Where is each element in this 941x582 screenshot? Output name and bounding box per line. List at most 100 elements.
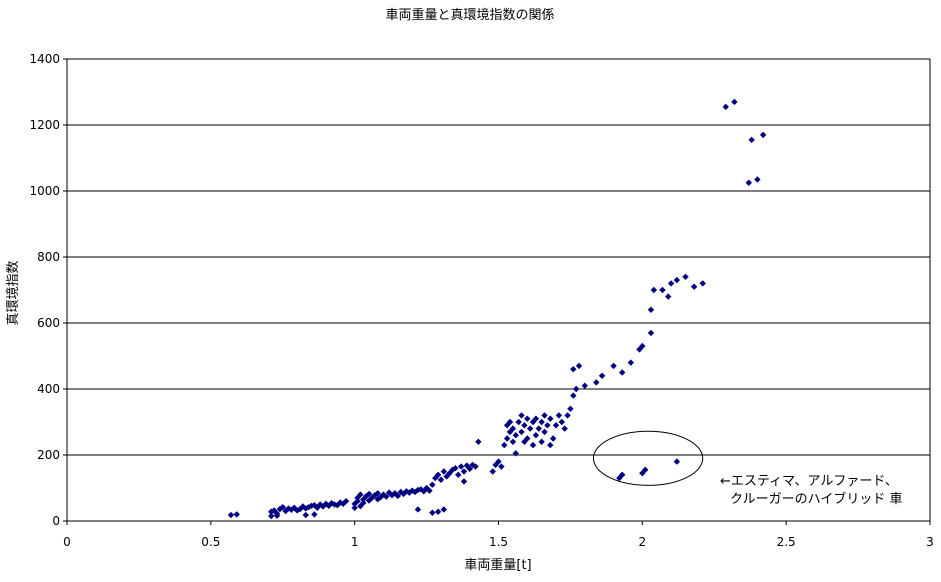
data-point <box>351 504 358 511</box>
data-point <box>538 418 545 426</box>
data-point <box>515 418 522 426</box>
data-point <box>647 329 655 337</box>
annotation-ellipse <box>592 430 704 486</box>
data-point <box>529 441 537 449</box>
y-axis-label: 真環境指数 <box>6 260 21 325</box>
data-point <box>552 422 560 429</box>
data-point <box>460 468 468 475</box>
x-tick-label: 2.5 <box>777 535 796 549</box>
data-point <box>489 468 496 475</box>
data-point <box>547 415 554 422</box>
data-point <box>581 382 588 389</box>
x-tick-label: 2 <box>639 535 647 549</box>
data-point <box>518 428 525 436</box>
data-point <box>394 492 402 500</box>
data-point <box>544 422 551 429</box>
data-point <box>639 342 646 350</box>
data-point <box>759 131 767 139</box>
data-point <box>452 465 459 472</box>
data-point <box>532 415 540 422</box>
data-point <box>437 476 445 483</box>
data-point <box>627 359 635 366</box>
data-point <box>227 511 235 519</box>
data-point <box>279 503 286 511</box>
data-point <box>426 487 433 494</box>
data-point <box>731 98 738 106</box>
data-point <box>682 273 689 280</box>
x-tick-label: 0 <box>63 535 71 549</box>
data-point <box>526 425 534 432</box>
data-point <box>555 412 563 419</box>
data-point <box>374 490 381 497</box>
data-point <box>598 372 606 379</box>
data-point <box>572 385 580 393</box>
y-tick-label: 800 <box>37 250 60 264</box>
y-tick-label: 1000 <box>29 184 60 198</box>
data-point <box>512 432 519 439</box>
data-point <box>495 458 502 465</box>
data-point <box>455 471 462 478</box>
data-point <box>541 428 548 436</box>
data-point <box>722 103 729 111</box>
y-tick-label: 0 <box>52 514 60 528</box>
annotation-line-2: クルーガーのハイブリッド 車 <box>730 491 902 507</box>
axis-ticks: 0 200 400 600 800 1000 1200 1400 0 0.5 1 1.5 2 2.5 3 <box>29 52 933 549</box>
data-point <box>564 412 571 419</box>
grid-lines <box>67 124 930 456</box>
data-point <box>650 286 658 294</box>
y-tick-label: 400 <box>37 382 60 396</box>
data-point <box>558 418 565 426</box>
x-tick-label: 3 <box>926 535 934 549</box>
data-point <box>745 179 752 186</box>
data-point <box>440 468 448 475</box>
data-point <box>311 511 318 518</box>
chart-title: 車両重量と真環境指数の関係 <box>385 7 554 23</box>
data-point <box>690 283 698 290</box>
data-point <box>472 463 479 470</box>
x-tick-label: 0.5 <box>201 535 220 549</box>
data-point <box>610 362 617 370</box>
data-point <box>509 425 517 432</box>
y-tick-label: 600 <box>37 316 60 330</box>
data-point <box>665 293 672 300</box>
hybrid-data-point <box>642 466 649 474</box>
hybrid-data-point <box>618 471 626 478</box>
data-point <box>549 435 557 442</box>
data-point <box>699 280 706 287</box>
data-point <box>538 438 545 445</box>
data-point <box>475 438 482 445</box>
data-point <box>440 506 448 513</box>
data-point <box>570 366 577 373</box>
data-point <box>357 491 364 498</box>
data-point <box>460 478 468 485</box>
data-point <box>748 136 755 144</box>
data-point <box>434 471 442 478</box>
data-point <box>618 369 626 376</box>
data-point <box>360 499 367 507</box>
y-tick-label: 1200 <box>29 118 60 132</box>
data-point <box>524 415 531 422</box>
data-point <box>535 425 542 432</box>
data-point <box>593 379 600 386</box>
annotation-line-1: ←エスティマ、アルファード、 <box>720 474 898 489</box>
x-tick-label: 1.5 <box>489 535 508 549</box>
data-point <box>547 441 554 449</box>
x-tick-label: 1 <box>351 535 359 549</box>
data-point <box>457 463 465 470</box>
data-point <box>518 412 525 419</box>
data-point <box>570 392 577 399</box>
y-tick-label: 200 <box>37 448 60 462</box>
hybrid-data-point <box>616 474 623 482</box>
data-point <box>466 465 473 473</box>
data-point <box>429 509 436 516</box>
hybrid-data-point <box>639 469 646 477</box>
data-point <box>524 435 531 442</box>
data-point <box>575 362 583 370</box>
data-point <box>354 498 361 505</box>
data-point <box>647 306 655 313</box>
data-point <box>365 490 373 498</box>
x-axis-label: 車両重量[t] <box>464 557 531 573</box>
data-point <box>503 435 511 442</box>
